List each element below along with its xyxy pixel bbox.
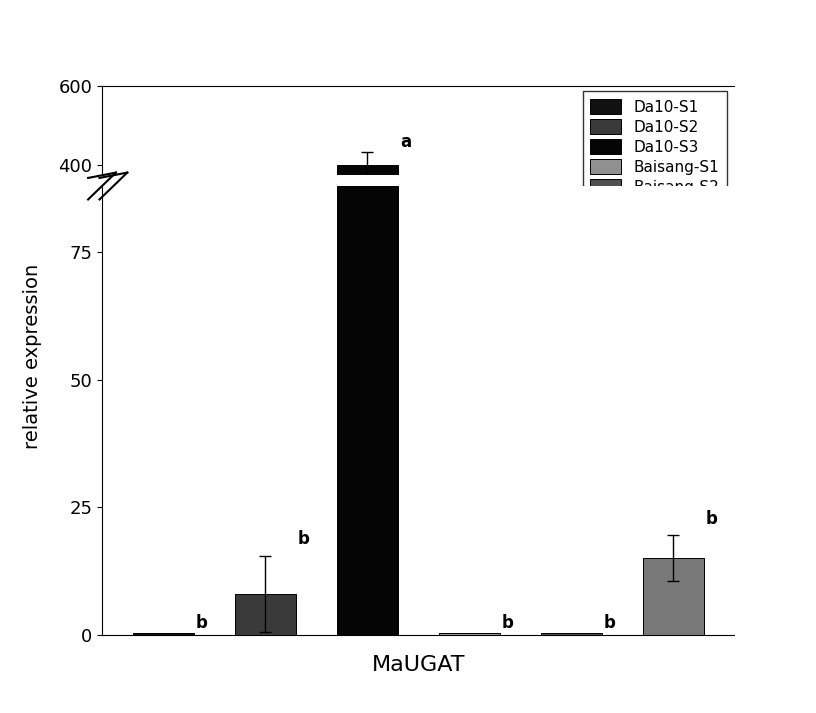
Bar bbox=[132, 633, 194, 635]
Text: b: b bbox=[298, 530, 310, 548]
Bar bbox=[337, 186, 398, 635]
X-axis label: MaUGAT: MaUGAT bbox=[371, 655, 465, 675]
Bar bbox=[643, 558, 703, 635]
Legend: Da10-S1, Da10-S2, Da10-S3, Baisang-S1, Baisang-S2, Baisang-S3: Da10-S1, Da10-S2, Da10-S3, Baisang-S1, B… bbox=[583, 91, 727, 222]
Text: b: b bbox=[196, 614, 208, 632]
Text: b: b bbox=[706, 510, 718, 528]
Text: b: b bbox=[604, 614, 616, 632]
Text: b: b bbox=[502, 614, 514, 632]
Text: a: a bbox=[400, 133, 411, 151]
Bar bbox=[337, 165, 398, 325]
Text: relative expression: relative expression bbox=[23, 264, 42, 449]
Bar bbox=[541, 633, 602, 635]
Bar bbox=[235, 594, 295, 635]
Bar bbox=[439, 633, 499, 635]
